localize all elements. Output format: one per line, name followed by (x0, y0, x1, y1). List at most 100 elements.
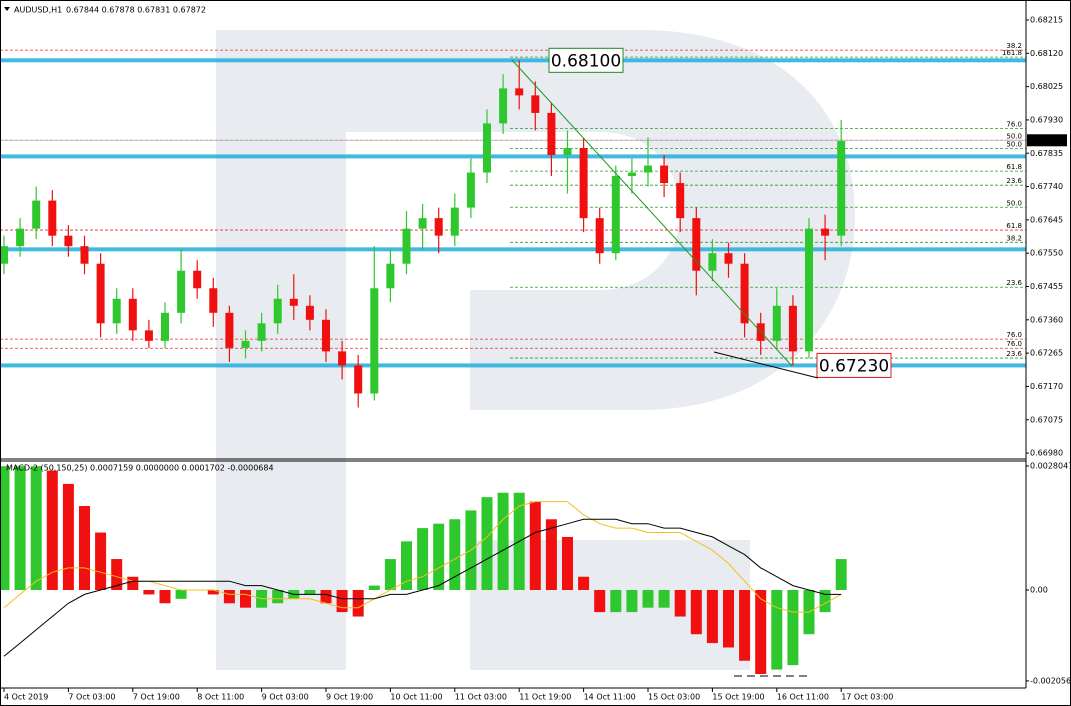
histogram-bar (433, 523, 445, 591)
y-tick-label: -0.002056 (1030, 676, 1071, 685)
histogram-bar (207, 590, 219, 595)
candle-body (32, 200, 41, 229)
histogram-bar (594, 590, 606, 613)
level-line (0, 154, 1026, 159)
fib-label: 23.6 (1006, 350, 1022, 358)
histogram-bar (240, 590, 251, 608)
candle-body (322, 319, 330, 352)
fib-label: 50.0 (1006, 140, 1022, 148)
y-tick-label: 0.67265 (1030, 349, 1063, 358)
candle-body (660, 165, 669, 184)
histogram-bar (223, 590, 235, 604)
histogram-bar (79, 505, 90, 591)
y-tick-label: 0.67075 (1030, 415, 1063, 424)
histogram-bar (0, 466, 10, 591)
symbol-menu-arrow[interactable] (4, 7, 10, 11)
x-tick-label: 8 Oct 11:00 (197, 693, 244, 702)
fib-label: 76.0 (1006, 120, 1022, 128)
fib-label: 76.0 (1006, 331, 1022, 339)
fib-label: 23.6 (1006, 279, 1022, 287)
candle-body (16, 228, 25, 247)
histogram-bar (95, 532, 107, 591)
trend-line (713, 351, 819, 379)
candle-body (434, 218, 443, 236)
histogram-bar (739, 590, 751, 661)
level-label: 0.67230 (819, 356, 889, 376)
candle-body (112, 298, 121, 324)
candle-body (499, 88, 508, 124)
x-tick-label: 17 Oct 03:00 (841, 693, 893, 702)
histogram-bar (481, 497, 493, 591)
candle-body (338, 351, 347, 366)
candle-body (627, 172, 636, 177)
candle-body (305, 305, 314, 320)
x-tick-label: 4 Oct 2019 (4, 693, 48, 702)
histogram-bar (111, 559, 123, 591)
y-tick-label: 0.67360 (1030, 315, 1063, 324)
candle-body (772, 305, 781, 341)
candle-body (547, 112, 556, 156)
candle-body (708, 253, 717, 271)
candle-body (740, 263, 749, 324)
fib-label: 50.0 (1006, 132, 1022, 140)
candle-body (225, 312, 234, 348)
y-tick-label: 0.67455 (1030, 282, 1063, 291)
candle-body (595, 218, 604, 254)
candle-body (177, 270, 186, 313)
histogram-bar (755, 590, 767, 675)
histogram-bar (304, 590, 316, 595)
x-tick-label: 9 Oct 19:00 (326, 693, 373, 702)
histogram-bar (417, 528, 429, 591)
ohlc-readout: 0.67844 0.67878 0.67831 0.67872 (66, 6, 206, 15)
fib-label: 38.2 (1006, 234, 1022, 242)
candle-body (96, 263, 105, 324)
candle-body (273, 298, 282, 324)
histogram-bar (497, 492, 509, 591)
candle-body (193, 270, 202, 289)
level-line (0, 58, 1026, 63)
candle-body (483, 123, 491, 173)
histogram-bar (723, 590, 734, 648)
histogram-bar (610, 590, 622, 613)
x-tick-label: 16 Oct 11:00 (777, 693, 829, 702)
histogram-bar (127, 576, 139, 591)
level-label: 0.68100 (551, 51, 621, 71)
candle-body (144, 330, 153, 341)
candle-body (724, 253, 733, 264)
fib-label: 38.2 (1006, 42, 1022, 50)
y-tick-label: 0.67740 (1030, 182, 1063, 191)
histogram-bar (819, 590, 831, 613)
fib-label: 61.8 (1006, 163, 1022, 171)
x-tick-label: 10 Oct 11:00 (390, 693, 442, 702)
histogram-bar (562, 536, 573, 591)
x-tick-label: 15 Oct 19:00 (712, 693, 764, 702)
histogram-bar (272, 590, 284, 604)
candle-body (579, 147, 588, 219)
candle-body (64, 235, 73, 247)
candle-body (402, 228, 411, 264)
candle-body (563, 147, 572, 156)
x-tick-label: 7 Oct 03:00 (68, 693, 115, 702)
histogram-bar (706, 590, 718, 644)
candle-body (515, 88, 524, 96)
histogram-bar (835, 559, 847, 591)
trend-line (511, 59, 793, 367)
x-tick-label: 7 Oct 19:00 (133, 693, 180, 702)
level-line (0, 363, 1026, 368)
symbol-title: AUDUSD,H1 (14, 6, 62, 15)
histogram-bar (626, 590, 638, 613)
histogram-bar (336, 590, 348, 613)
candle-body (48, 200, 57, 236)
y-tick-label: 0.67835 (1030, 149, 1063, 158)
histogram-bar (449, 519, 461, 591)
plot-layer (0, 60, 847, 675)
histogram-bar (143, 590, 155, 595)
levels-layer: 38.2161.876.050.050.061.823.650.061.838.… (0, 42, 1026, 378)
candle-body (644, 165, 652, 173)
histogram-bar (787, 590, 799, 666)
histogram-bar (401, 541, 412, 591)
candle-body (128, 298, 137, 331)
y-tick-label: 0.68025 (1030, 82, 1063, 91)
